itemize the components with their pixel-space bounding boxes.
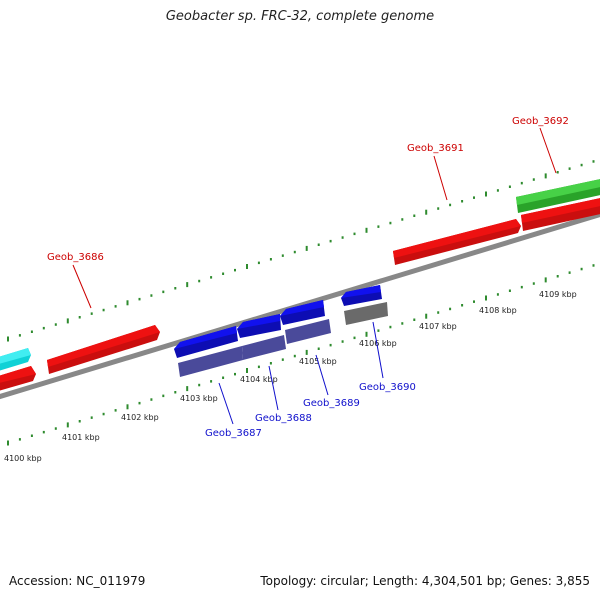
leader-lines (72, 127, 557, 425)
gene-geob-3689-a[interactable] (280, 300, 325, 325)
gene-geob-3688-a[interactable] (237, 314, 281, 338)
gene-labels: Geob_3686 Geob_3691 Geob_3692 Geob_3687 … (47, 116, 569, 439)
axis-label-4106: 4106 kbp (359, 339, 397, 348)
axis-label-4103: 4103 kbp (180, 394, 218, 403)
gene-geob-3692[interactable] (516, 178, 600, 213)
gene-geob-3687-a[interactable] (174, 326, 238, 358)
gene-geob-3686[interactable] (47, 325, 160, 374)
label-geob-3687: Geob_3687 (205, 428, 262, 439)
axis-label-4100: 4100 kbp (4, 454, 42, 463)
gene-geob-3687-b[interactable] (178, 346, 243, 377)
axis-label-4104: 4104 kbp (240, 375, 278, 384)
gene-red-right-forward[interactable] (521, 197, 600, 231)
label-geob-3689: Geob_3689 (303, 398, 360, 409)
gene-geob-3690-a[interactable] (341, 285, 382, 306)
accession-text: Accession: NC_011979 (9, 574, 146, 588)
genome-summary-text: Topology: circular; Length: 4,304,501 bp… (260, 574, 590, 588)
label-geob-3688: Geob_3688 (255, 413, 312, 424)
genome-backbone (0, 211, 600, 400)
axis-label-4102: 4102 kbp (121, 413, 159, 422)
label-geob-3690: Geob_3690 (359, 382, 416, 393)
tick-row-lower (7, 264, 595, 446)
label-geob-3691: Geob_3691 (407, 143, 464, 154)
axis-label-4101: 4101 kbp (62, 433, 100, 442)
label-geob-3692: Geob_3692 (512, 116, 569, 127)
tick-row-upper (7, 160, 595, 342)
label-geob-3686: Geob_3686 (47, 252, 104, 263)
gene-red-left-reverse[interactable] (0, 366, 36, 392)
gene-geob-3689-b[interactable] (285, 319, 331, 344)
axis-label-4107: 4107 kbp (419, 322, 457, 331)
gene-cyan-forward[interactable] (0, 348, 31, 372)
gene-geob-3688-b[interactable] (242, 335, 286, 360)
map-title: Geobacter sp. FRC-32, complete genome (165, 9, 435, 24)
axis-label-4109: 4109 kbp (539, 290, 577, 299)
gene-geob-3691[interactable] (393, 219, 521, 265)
gene-geob-3690-b[interactable] (344, 302, 388, 325)
axis-label-4108: 4108 kbp (479, 306, 517, 315)
